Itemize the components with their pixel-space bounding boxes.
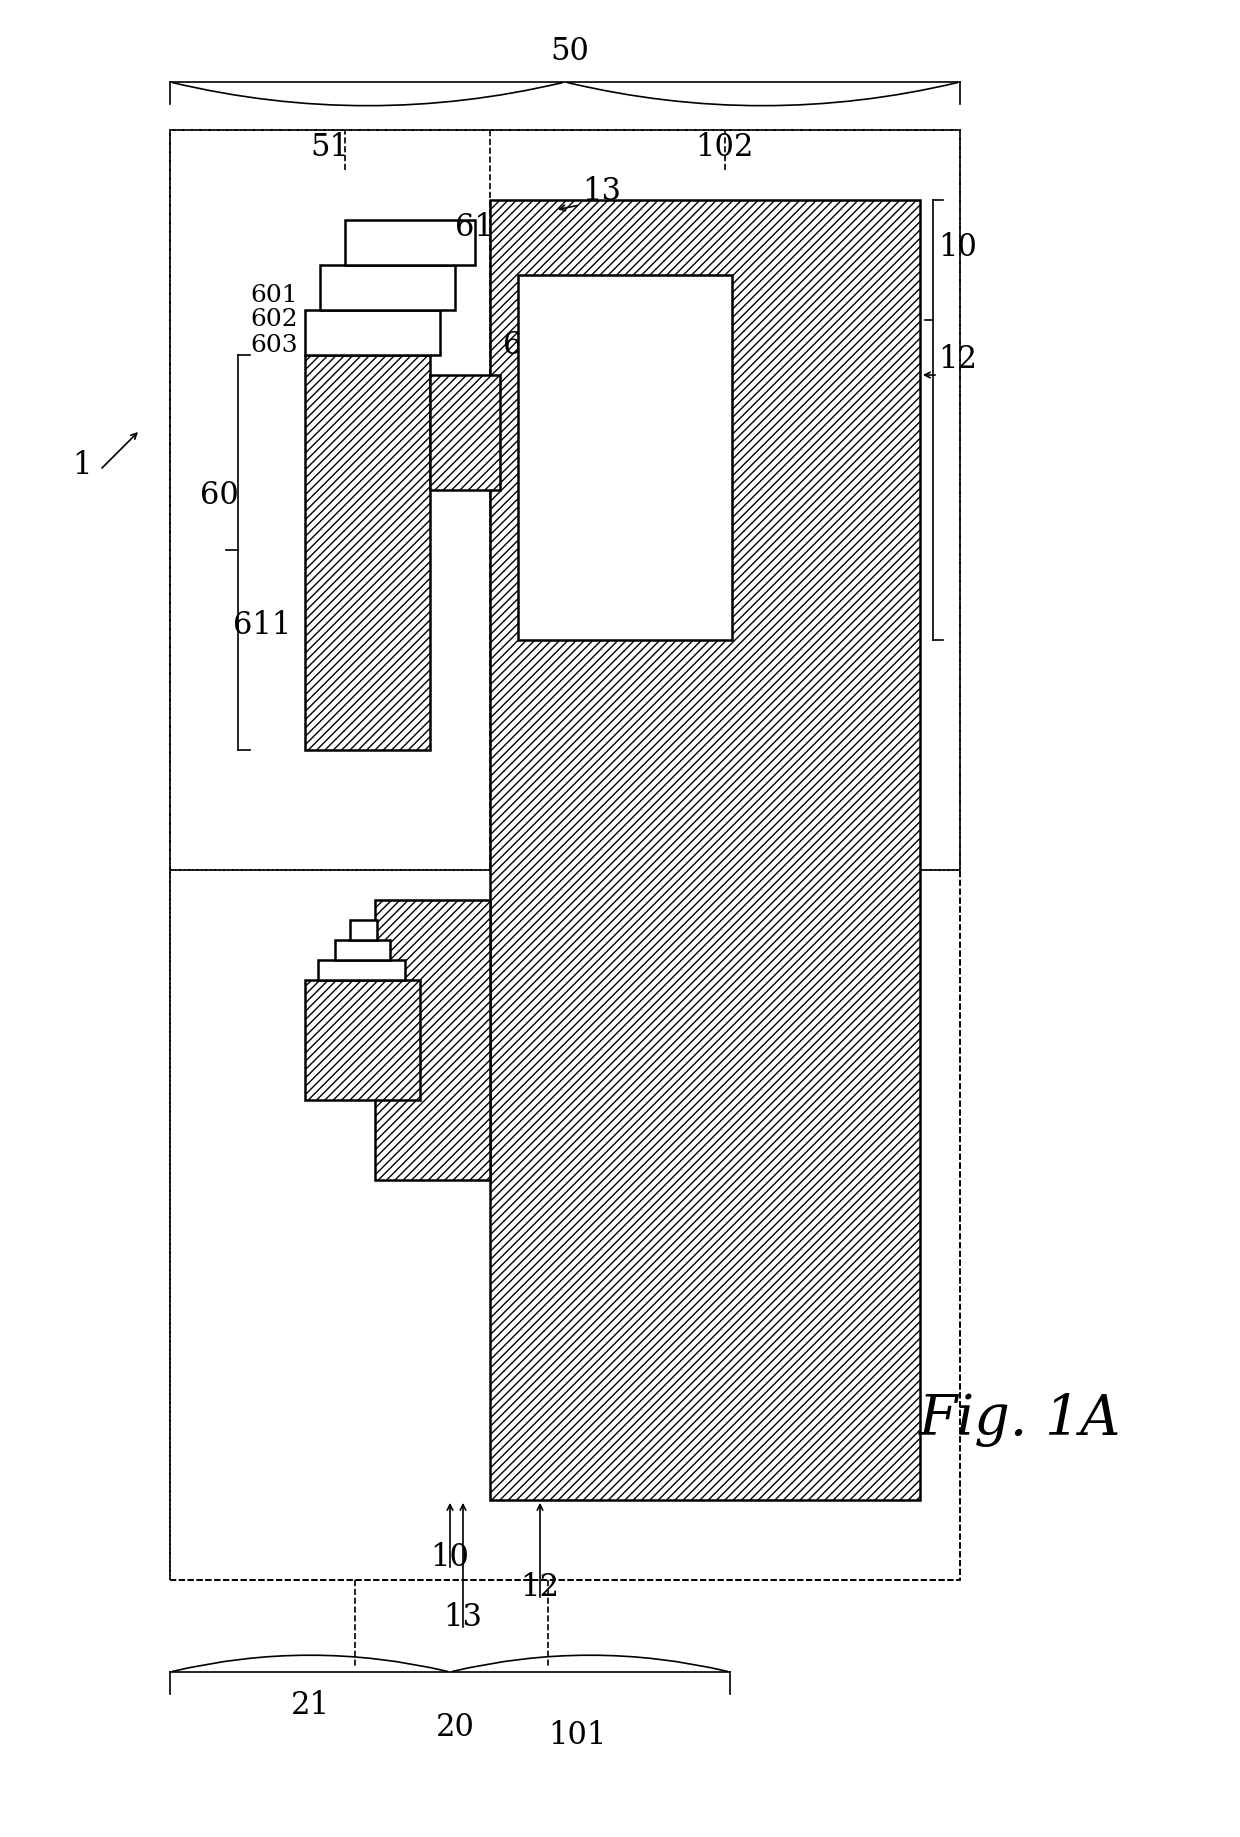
Bar xyxy=(305,979,420,1100)
Text: 10: 10 xyxy=(937,233,977,263)
Text: 12: 12 xyxy=(521,1572,559,1604)
Text: 103: 103 xyxy=(526,584,584,615)
Bar xyxy=(170,130,960,871)
Bar xyxy=(490,200,920,1501)
Text: 60: 60 xyxy=(200,479,239,511)
Text: 21: 21 xyxy=(291,1690,330,1721)
Text: 102: 102 xyxy=(694,132,754,163)
Bar xyxy=(305,355,430,749)
Text: 101: 101 xyxy=(548,1719,606,1751)
Text: 13: 13 xyxy=(444,1602,482,1633)
Bar xyxy=(305,310,440,355)
Bar xyxy=(430,375,500,490)
Bar xyxy=(317,961,405,979)
Bar xyxy=(350,920,377,941)
Bar xyxy=(320,265,455,310)
Text: 51: 51 xyxy=(310,132,348,163)
Text: 61: 61 xyxy=(455,213,494,244)
Bar xyxy=(345,220,475,265)
Text: 602: 602 xyxy=(250,309,298,331)
Bar xyxy=(518,276,732,639)
Bar xyxy=(170,871,960,1580)
Text: 601: 601 xyxy=(250,283,298,307)
Bar xyxy=(374,900,490,1179)
Text: 12: 12 xyxy=(937,345,977,375)
Text: 15: 15 xyxy=(575,419,621,452)
Text: 612: 612 xyxy=(503,329,562,360)
Text: 1: 1 xyxy=(72,450,92,481)
Text: 50: 50 xyxy=(551,37,589,68)
Text: 13: 13 xyxy=(582,176,621,208)
Bar xyxy=(170,130,960,1580)
Text: 603: 603 xyxy=(250,334,298,356)
Bar xyxy=(335,941,391,961)
Text: 20: 20 xyxy=(435,1712,475,1743)
Text: 10: 10 xyxy=(430,1543,470,1574)
Text: 611: 611 xyxy=(233,610,291,641)
Text: Fig. 1A: Fig. 1A xyxy=(919,1392,1121,1448)
